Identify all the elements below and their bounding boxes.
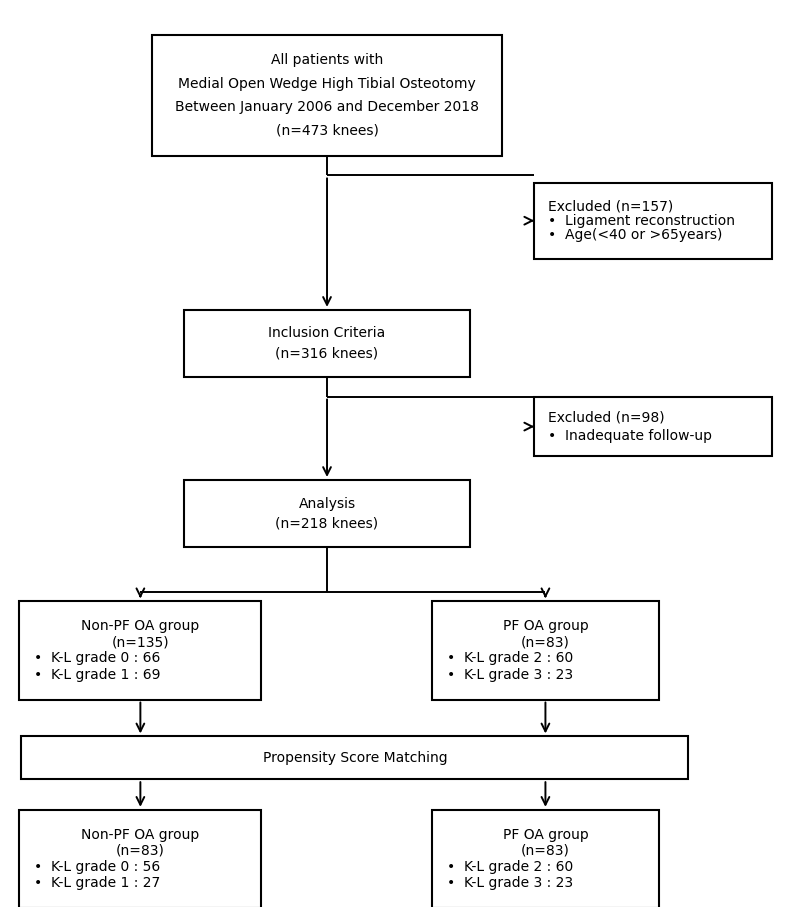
Text: (n=316 knees): (n=316 knees) — [276, 346, 379, 360]
Text: •  K-L grade 0 : 56: • K-L grade 0 : 56 — [33, 860, 160, 874]
Text: (n=135): (n=135) — [112, 635, 169, 649]
FancyBboxPatch shape — [152, 35, 502, 156]
Text: Inclusion Criteria: Inclusion Criteria — [269, 327, 386, 340]
Text: (n=83): (n=83) — [521, 844, 570, 858]
Text: •  K-L grade 1 : 27: • K-L grade 1 : 27 — [33, 876, 160, 890]
Text: Excluded (n=98): Excluded (n=98) — [548, 411, 665, 424]
Text: •  K-L grade 0 : 66: • K-L grade 0 : 66 — [33, 651, 160, 666]
FancyBboxPatch shape — [432, 810, 658, 907]
Text: (n=473 knees): (n=473 knees) — [276, 123, 379, 137]
Text: Analysis: Analysis — [298, 496, 355, 511]
Text: •  K-L grade 2 : 60: • K-L grade 2 : 60 — [446, 860, 573, 874]
Text: Non-PF OA group: Non-PF OA group — [81, 828, 199, 842]
Text: Excluded (n=157): Excluded (n=157) — [548, 200, 673, 213]
Text: (n=83): (n=83) — [521, 635, 570, 649]
FancyBboxPatch shape — [19, 810, 261, 907]
FancyBboxPatch shape — [533, 397, 771, 455]
Text: •  Age(<40 or >65years): • Age(<40 or >65years) — [548, 228, 722, 242]
Text: (n=218 knees): (n=218 knees) — [276, 516, 379, 531]
Text: •  K-L grade 3 : 23: • K-L grade 3 : 23 — [446, 876, 573, 890]
Text: Medial Open Wedge High Tibial Osteotomy: Medial Open Wedge High Tibial Osteotomy — [179, 77, 476, 91]
Text: •  K-L grade 2 : 60: • K-L grade 2 : 60 — [446, 651, 573, 666]
Text: •  K-L grade 3 : 23: • K-L grade 3 : 23 — [446, 668, 573, 681]
FancyBboxPatch shape — [533, 182, 771, 258]
FancyBboxPatch shape — [22, 736, 689, 779]
FancyBboxPatch shape — [184, 480, 470, 547]
FancyBboxPatch shape — [184, 310, 470, 377]
FancyBboxPatch shape — [432, 601, 658, 699]
Text: Non-PF OA group: Non-PF OA group — [81, 619, 199, 633]
Text: •  K-L grade 1 : 69: • K-L grade 1 : 69 — [33, 668, 160, 681]
FancyBboxPatch shape — [19, 601, 261, 699]
Text: PF OA group: PF OA group — [503, 619, 588, 633]
Text: PF OA group: PF OA group — [503, 828, 588, 842]
Text: •  Inadequate follow-up: • Inadequate follow-up — [548, 428, 712, 443]
Text: Propensity Score Matching: Propensity Score Matching — [262, 751, 447, 765]
Text: Between January 2006 and December 2018: Between January 2006 and December 2018 — [175, 100, 479, 114]
Text: (n=83): (n=83) — [116, 844, 165, 858]
Text: All patients with: All patients with — [271, 54, 383, 67]
Text: •  Ligament reconstruction: • Ligament reconstruction — [548, 214, 735, 228]
